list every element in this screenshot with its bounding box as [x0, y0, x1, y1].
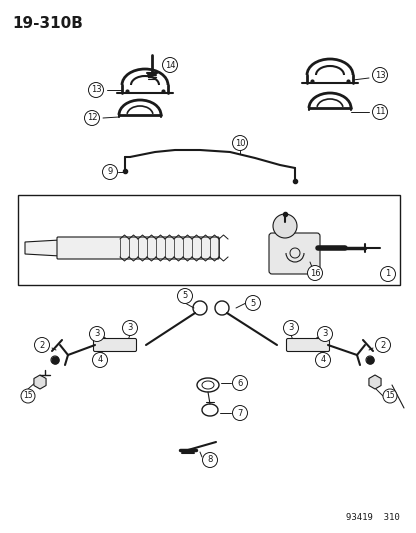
Text: 11: 11 — [375, 108, 385, 117]
Circle shape — [233, 406, 248, 421]
Text: 5: 5 — [182, 292, 188, 301]
Circle shape — [317, 327, 332, 342]
Circle shape — [21, 389, 35, 403]
Text: 6: 6 — [237, 378, 243, 387]
Circle shape — [273, 214, 297, 238]
Circle shape — [376, 337, 391, 352]
Circle shape — [307, 265, 322, 280]
FancyBboxPatch shape — [287, 338, 329, 351]
FancyBboxPatch shape — [94, 338, 136, 351]
Text: 14: 14 — [165, 61, 175, 69]
Circle shape — [89, 83, 104, 98]
Circle shape — [163, 58, 178, 72]
Text: 2: 2 — [380, 341, 386, 350]
Text: 4: 4 — [320, 356, 326, 365]
Text: 13: 13 — [375, 70, 385, 79]
Text: 5: 5 — [250, 298, 255, 308]
Circle shape — [178, 288, 193, 303]
Text: 10: 10 — [235, 139, 245, 148]
Circle shape — [315, 352, 330, 367]
Text: 93419  310: 93419 310 — [346, 513, 400, 522]
Circle shape — [84, 110, 99, 125]
Polygon shape — [369, 375, 381, 389]
Text: 7: 7 — [237, 408, 243, 417]
Text: 3: 3 — [322, 329, 328, 338]
Text: 2: 2 — [40, 341, 45, 350]
Circle shape — [283, 320, 299, 335]
Text: 13: 13 — [91, 85, 102, 94]
Text: 1: 1 — [385, 270, 391, 279]
Circle shape — [122, 320, 138, 335]
Circle shape — [102, 165, 117, 180]
Circle shape — [381, 266, 396, 281]
FancyBboxPatch shape — [57, 237, 219, 259]
FancyBboxPatch shape — [269, 233, 320, 274]
Circle shape — [245, 295, 260, 311]
Text: 4: 4 — [97, 356, 103, 365]
Circle shape — [233, 376, 248, 391]
Text: 9: 9 — [107, 167, 113, 176]
Polygon shape — [34, 375, 46, 389]
Circle shape — [35, 337, 50, 352]
Circle shape — [383, 389, 397, 403]
Circle shape — [92, 352, 107, 367]
Text: 3: 3 — [127, 324, 133, 333]
Text: 3: 3 — [94, 329, 100, 338]
Text: 19-310B: 19-310B — [12, 16, 83, 31]
Bar — [18, 195, 400, 285]
Text: 12: 12 — [87, 114, 97, 123]
Text: 3: 3 — [288, 324, 294, 333]
Text: 15: 15 — [385, 392, 395, 400]
Circle shape — [233, 135, 248, 150]
Circle shape — [372, 68, 387, 83]
Text: 15: 15 — [23, 392, 33, 400]
Circle shape — [203, 453, 218, 467]
Circle shape — [372, 104, 387, 119]
Text: 16: 16 — [310, 269, 320, 278]
Polygon shape — [25, 240, 60, 256]
Text: 8: 8 — [207, 456, 213, 464]
Circle shape — [89, 327, 104, 342]
